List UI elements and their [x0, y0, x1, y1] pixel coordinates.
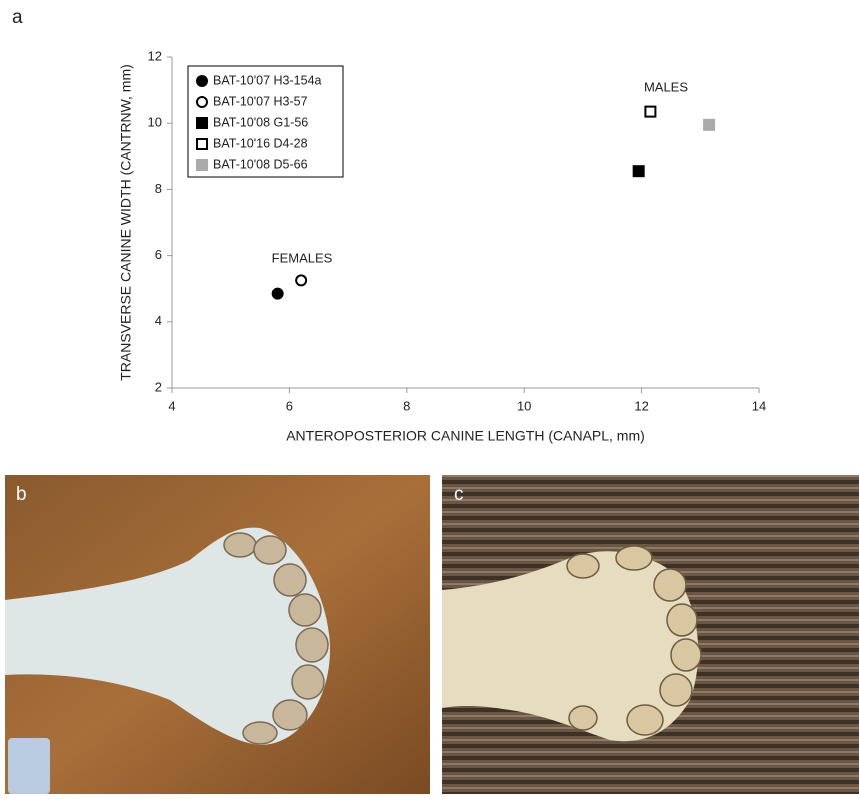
y-tick-label: 8 [155, 181, 162, 196]
panel-label: a [12, 7, 23, 28]
legend-marker [196, 96, 208, 108]
legend-marker [196, 159, 208, 171]
y-tick-label: 12 [148, 48, 162, 63]
legend-label: BAT-10'07 H3-57 [213, 94, 308, 108]
point [644, 105, 657, 118]
x-tick-label: 10 [517, 398, 531, 413]
x-tick-label: 12 [634, 398, 648, 413]
x-tick-label: 6 [286, 398, 293, 413]
legend-box [187, 65, 344, 178]
y-tick-label: 10 [148, 115, 162, 130]
legend-marker [196, 138, 208, 150]
y-tick-label: 6 [155, 247, 162, 262]
x-tick-label: 14 [752, 398, 766, 413]
point [271, 287, 284, 300]
annotation: FEMALES [272, 250, 333, 265]
panel-label: b [16, 484, 27, 505]
y-tick-label: 4 [155, 313, 162, 328]
x-axis-title: ANTEROPOSTERIOR CANINE LENGTH (CANAPL, m… [286, 428, 645, 444]
x-tick-label: 4 [168, 398, 175, 413]
y-axis-title: TRANSVERSE CANINE WIDTH (CANTRNW, mm) [118, 64, 134, 381]
y-tick-label: 2 [155, 379, 162, 394]
legend-marker [196, 75, 208, 87]
panel-label: c [454, 484, 464, 505]
photo-b: b [5, 475, 430, 794]
x-tick-label: 8 [403, 398, 410, 413]
legend-label: BAT-10'07 H3-154a [213, 73, 322, 87]
annotation: MALES [644, 79, 688, 94]
photo-c: c [442, 475, 859, 794]
point [295, 274, 308, 287]
point [703, 118, 716, 131]
legend-marker [196, 117, 208, 129]
legend-label: BAT-10'08 D5-66 [213, 157, 308, 171]
legend-label: BAT-10'08 G1-56 [213, 115, 308, 129]
legend-label: BAT-10'16 D4-28 [213, 136, 308, 150]
point [632, 165, 645, 178]
